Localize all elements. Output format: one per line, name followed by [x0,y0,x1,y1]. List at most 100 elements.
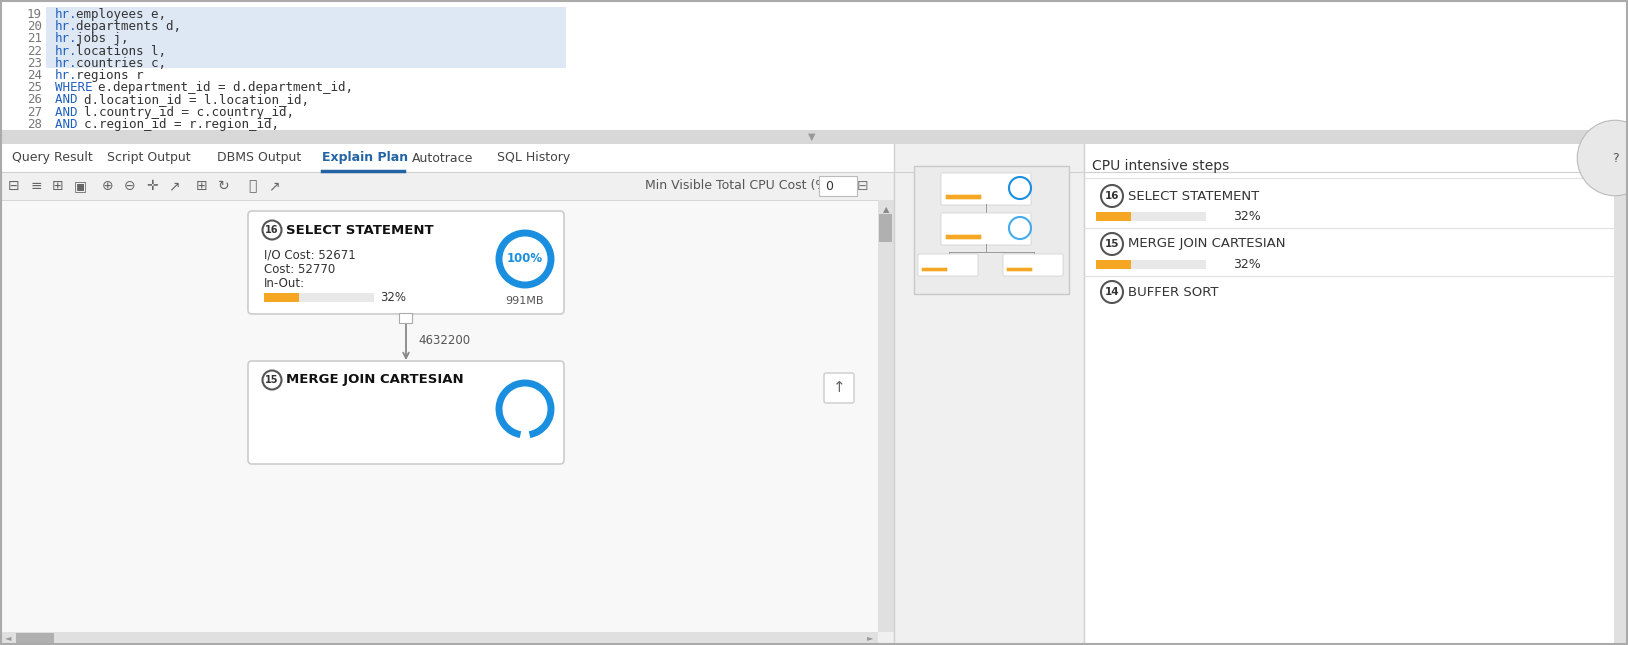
FancyBboxPatch shape [46,19,567,32]
Text: d.location_id = l.location_id,: d.location_id = l.location_id, [83,94,309,106]
Text: 24: 24 [28,69,42,82]
Text: 14: 14 [1105,287,1120,297]
Text: ≡: ≡ [31,179,42,193]
FancyBboxPatch shape [918,254,978,276]
FancyBboxPatch shape [0,0,1628,130]
Text: 19: 19 [28,8,42,21]
FancyBboxPatch shape [819,176,856,196]
Text: Script Output: Script Output [107,152,190,164]
Text: ↗: ↗ [269,179,280,193]
FancyBboxPatch shape [913,166,1070,294]
Text: ⊟: ⊟ [8,179,20,193]
FancyBboxPatch shape [0,200,877,632]
Text: hr.: hr. [55,32,78,45]
FancyBboxPatch shape [1006,268,1032,272]
FancyBboxPatch shape [0,632,877,645]
Text: Min Visible Total CPU Cost (%): Min Visible Total CPU Cost (%) [645,179,832,192]
Text: hr.: hr. [55,20,78,33]
Text: ◄: ◄ [5,633,11,642]
Text: ⊖: ⊖ [124,179,135,193]
FancyBboxPatch shape [941,173,1031,205]
Text: 0: 0 [825,179,834,192]
Text: departments d,: departments d, [77,20,181,33]
Text: AND: AND [55,94,85,106]
Text: employees e,: employees e, [77,8,166,21]
Text: 28: 28 [28,118,42,131]
Text: AND: AND [55,106,85,119]
Text: ▲: ▲ [1618,177,1623,183]
Text: l.country_id = c.country_id,: l.country_id = c.country_id, [83,106,293,119]
Text: 16: 16 [265,225,278,235]
FancyBboxPatch shape [247,361,563,464]
FancyBboxPatch shape [921,268,947,272]
Text: regions r: regions r [77,69,143,82]
Text: hr.: hr. [55,57,78,70]
Text: BUFFER SORT: BUFFER SORT [1128,286,1218,299]
Text: ►: ► [866,633,873,642]
Text: ⓘ: ⓘ [247,179,256,193]
Text: ▣: ▣ [73,179,86,193]
Text: e.department_id = d.department_id,: e.department_id = d.department_id, [98,81,353,94]
Text: locations l,: locations l, [77,45,166,57]
Text: 21: 21 [28,32,42,45]
Text: ↑: ↑ [832,381,845,395]
FancyBboxPatch shape [1096,260,1131,269]
FancyBboxPatch shape [1096,212,1131,221]
FancyBboxPatch shape [46,7,567,19]
Text: 15: 15 [265,375,278,385]
Text: Cost: 52770: Cost: 52770 [264,263,335,276]
Text: SELECT STATEMENT: SELECT STATEMENT [287,224,433,237]
Text: ✛: ✛ [147,179,158,193]
FancyBboxPatch shape [946,235,982,239]
FancyBboxPatch shape [0,130,1628,144]
Text: 32%: 32% [1234,210,1262,223]
Text: 26: 26 [28,94,42,106]
FancyBboxPatch shape [46,44,567,56]
Text: I/O Cost: 52671: I/O Cost: 52671 [264,249,357,262]
Text: jobs j,: jobs j, [77,32,129,45]
Text: c.region_id = r.region_id,: c.region_id = r.region_id, [83,118,278,131]
Text: ↗: ↗ [168,179,179,193]
Text: 22: 22 [28,45,42,57]
Text: 25: 25 [28,81,42,94]
Text: 23: 23 [28,57,42,70]
Text: Autotrace: Autotrace [412,152,474,164]
Text: hr.: hr. [55,8,78,21]
Text: ⊕: ⊕ [103,179,114,193]
FancyBboxPatch shape [824,373,855,403]
FancyBboxPatch shape [46,56,567,68]
Text: 100%: 100% [506,252,544,266]
FancyBboxPatch shape [1003,254,1063,276]
Text: hr.: hr. [55,45,78,57]
Text: Explain Plan: Explain Plan [322,152,409,164]
FancyBboxPatch shape [1084,144,1628,645]
Text: MERGE JOIN CARTESIAN: MERGE JOIN CARTESIAN [1128,237,1286,250]
FancyBboxPatch shape [1096,260,1206,269]
Text: AND: AND [55,118,85,131]
Text: countries c,: countries c, [77,57,166,70]
FancyBboxPatch shape [894,144,1628,645]
FancyBboxPatch shape [247,211,563,314]
Text: ⊞: ⊞ [197,179,208,193]
FancyBboxPatch shape [0,172,881,200]
FancyBboxPatch shape [0,144,1628,172]
FancyBboxPatch shape [1613,172,1628,645]
FancyBboxPatch shape [264,293,300,302]
Text: ▲: ▲ [882,206,889,215]
FancyBboxPatch shape [264,293,374,302]
FancyBboxPatch shape [16,633,54,644]
FancyBboxPatch shape [0,144,1628,645]
FancyBboxPatch shape [1096,212,1206,221]
Text: MERGE JOIN CARTESIAN: MERGE JOIN CARTESIAN [287,373,464,386]
FancyBboxPatch shape [879,214,892,242]
FancyBboxPatch shape [946,195,982,199]
Text: DBMS Output: DBMS Output [217,152,301,164]
FancyBboxPatch shape [941,213,1031,245]
Text: ▼: ▼ [807,132,816,142]
Text: WHERE: WHERE [55,81,99,94]
Text: 4632200: 4632200 [418,335,470,348]
Text: 27: 27 [28,106,42,119]
FancyBboxPatch shape [46,32,567,44]
Text: ?: ? [1612,152,1618,164]
FancyBboxPatch shape [877,200,894,632]
